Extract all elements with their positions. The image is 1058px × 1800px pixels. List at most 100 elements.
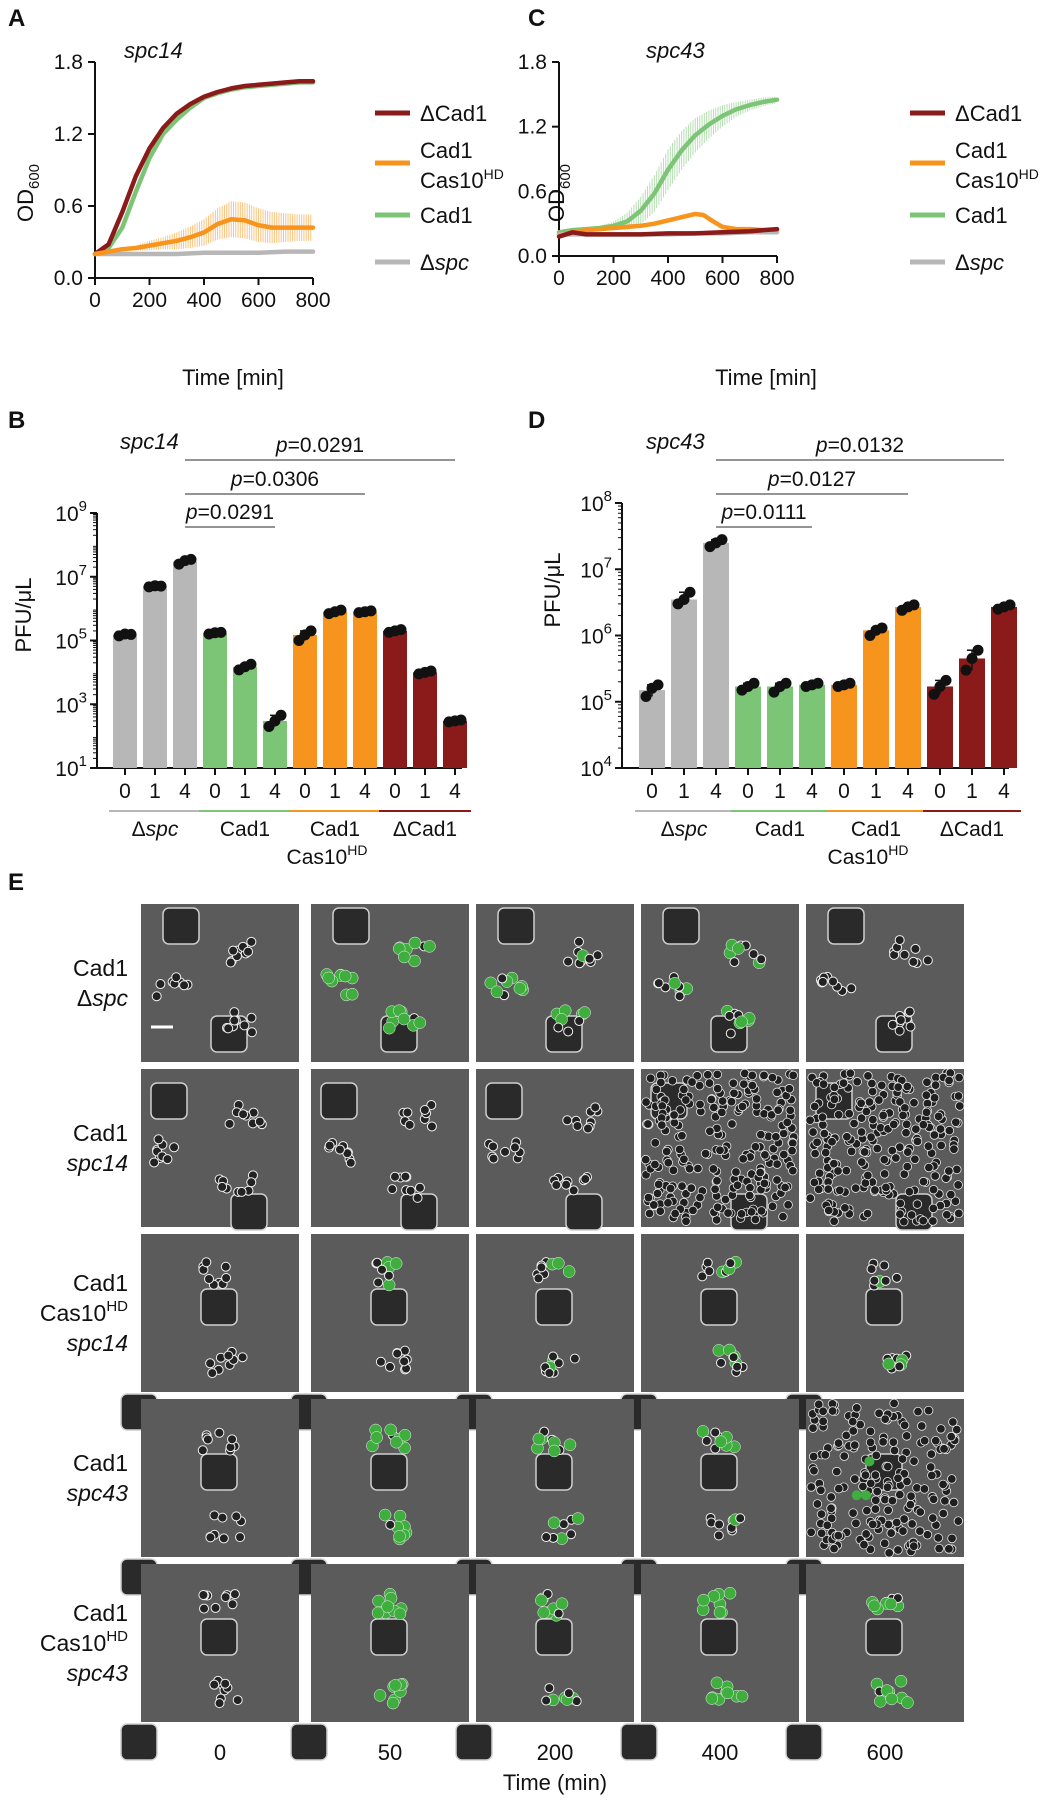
fluorescent-cell — [393, 1607, 407, 1621]
bacterial-cell — [779, 1128, 789, 1139]
bacterial-cell — [665, 1183, 676, 1194]
bacterial-cell — [808, 1127, 818, 1137]
panel-b-group-label-cad1: Cad1 — [220, 818, 270, 841]
panel-d-bar-dspc — [671, 599, 697, 768]
bacterial-cell — [426, 1100, 437, 1111]
panel-d-x-tick-label: 1 — [870, 780, 882, 803]
fluorescent-cell — [378, 1508, 392, 1522]
bacterial-cell — [928, 1203, 939, 1214]
fluorescent-cell — [537, 1606, 551, 1619]
bacterial-cell — [390, 1171, 401, 1182]
p-label: p — [185, 501, 198, 524]
bacterial-cell — [747, 1080, 758, 1091]
group-sublabel-text: Cas10 — [287, 846, 348, 869]
fluorescent-cell — [697, 1593, 710, 1607]
panel-b-p-value: p=0.0306 — [230, 468, 319, 491]
bacterial-cell — [871, 1495, 881, 1506]
fluorescent-cell — [413, 1016, 427, 1029]
time-label: 400 — [702, 1740, 739, 1765]
bacterial-cell — [899, 1469, 909, 1479]
fluorescent-cell — [389, 1257, 403, 1270]
panel-d-data-point — [640, 691, 652, 703]
panel-d-bar-cad1 — [799, 684, 825, 768]
panel-b-group-label-dcad1: ΔCad1 — [393, 818, 457, 841]
bacterial-cell — [229, 1007, 240, 1018]
bacterial-cell — [563, 1026, 574, 1037]
bacterial-cell — [944, 1166, 954, 1176]
bacterial-cell — [669, 1118, 680, 1128]
bacterial-cell — [392, 1348, 403, 1359]
micropillar — [370, 1288, 408, 1326]
panel-a-x-tick-label: 800 — [295, 289, 330, 312]
bacterial-cell — [870, 1470, 881, 1480]
bacterial-cell — [204, 1274, 215, 1285]
panel-c-x-tick-label: 0 — [553, 267, 565, 290]
panel-a-series-cad1_cas10hd — [92, 216, 316, 257]
group-sublabel-text: Cas10 — [828, 846, 889, 869]
bacterial-cell — [906, 1210, 917, 1220]
group-sublabel-sup: HD — [888, 842, 908, 858]
bacterial-cell — [857, 1157, 867, 1167]
bacterial-cell — [650, 1159, 660, 1170]
bacterial-cell — [179, 980, 190, 991]
bacterial-cell — [205, 1532, 216, 1543]
bacterial-cell — [663, 1198, 673, 1208]
legend-label-dspc: Δspc — [955, 250, 1004, 275]
bacterial-cell — [402, 1107, 413, 1118]
panel-b-x-tick-label: 4 — [179, 780, 191, 803]
panel-a-legend: ΔCad1 Cad1 Cas10HD Cad1 Δspc — [375, 101, 504, 275]
bacterial-cell — [895, 1198, 906, 1209]
bacterial-cell — [667, 1076, 678, 1086]
bacterial-cell — [712, 1083, 723, 1094]
panel-b-bar-dcad1 — [443, 720, 467, 768]
bacterial-cell — [887, 1496, 898, 1506]
bacterial-cell — [915, 1526, 925, 1536]
panel-d-y-tick-label: 107 — [580, 554, 612, 582]
bacterial-cell — [566, 1529, 577, 1540]
bacterial-cell — [674, 1144, 685, 1155]
bacterial-cell — [897, 1454, 908, 1464]
bacterial-cell — [818, 1416, 828, 1427]
bacterial-cell — [860, 1470, 871, 1480]
panel-b-bar-dcad1 — [413, 672, 437, 768]
panel-b-p-value: p=0.0291 — [185, 501, 274, 524]
group-label-italic: spc — [675, 818, 708, 841]
fluorescent-cell — [851, 1490, 862, 1501]
bacterial-cell — [848, 1416, 858, 1427]
fluorescent-cell — [535, 1594, 548, 1607]
row-label-line: spc14 — [67, 1330, 128, 1356]
bacterial-cell — [819, 1128, 830, 1139]
bacterial-cell — [862, 1208, 873, 1219]
tick-base: 10 — [55, 631, 78, 654]
legend-label-cad1-cas10hd-line2: Cas10HD — [955, 166, 1039, 193]
bacterial-cell — [818, 1406, 828, 1416]
micropillar — [700, 1288, 738, 1326]
bacterial-cell — [756, 1129, 766, 1140]
bacterial-cell — [874, 1095, 884, 1105]
bacterial-cell — [726, 1097, 737, 1107]
bacterial-cell — [926, 1449, 937, 1459]
bacterial-cell — [217, 1181, 228, 1192]
bacterial-cell — [231, 1511, 242, 1522]
panel-d-data-point — [678, 593, 690, 605]
bacterial-cell — [881, 1182, 891, 1193]
bacterial-cell — [842, 1132, 852, 1142]
p-number: =0.0111 — [733, 501, 806, 524]
micropillar — [200, 1453, 238, 1491]
bacterial-cell — [729, 957, 740, 968]
bacterial-cell — [572, 1120, 583, 1131]
bacterial-cell — [936, 1424, 946, 1434]
bacterial-cell — [917, 1421, 927, 1431]
bacterial-cell — [841, 1430, 852, 1441]
row-label-line: Cad1 — [73, 1120, 128, 1146]
bacterial-cell — [808, 1423, 818, 1433]
bacterial-cell — [906, 1491, 916, 1501]
fluorescent-cell — [874, 1695, 887, 1708]
bacterial-cell — [677, 1181, 687, 1191]
bacterial-cell — [674, 991, 685, 1002]
bacterial-cell — [833, 1530, 843, 1541]
panel-c-xlabel: Time [min] — [715, 365, 817, 390]
panel-a-y-tick-label: 0.6 — [54, 195, 83, 218]
panel-d-bar-cad1_cas10hd — [831, 684, 857, 768]
